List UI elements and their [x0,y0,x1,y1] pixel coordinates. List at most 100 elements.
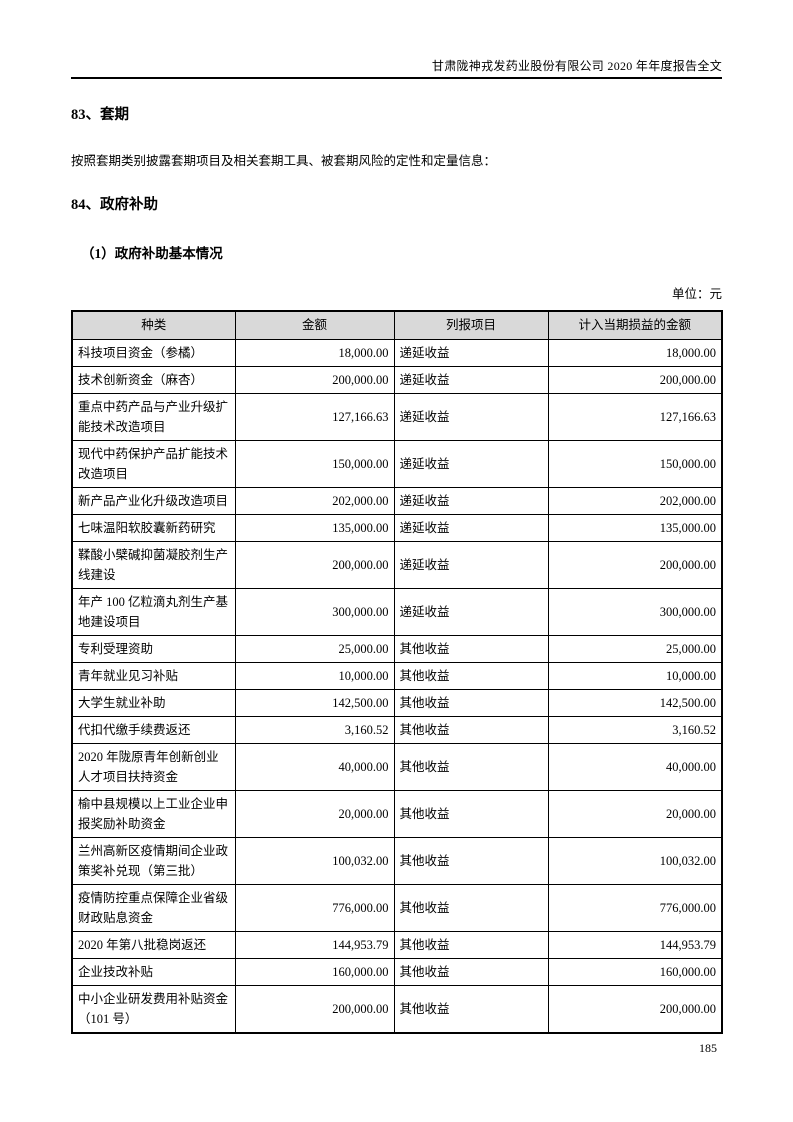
amount-cell: 776,000.00 [234,884,395,932]
table-row: 鞣酸小檗碱抑菌凝胶剂生产线建设 200,000.00 递延收益 200,000.00 [71,541,723,589]
table-row: 大学生就业补助 142,500.00 其他收益 142,500.00 [71,689,723,717]
type-cell: 疫情防控重点保障企业省级财政贴息资金 [71,884,236,932]
item-cell: 其他收益 [393,790,549,838]
pl-amount-cell: 10,000.00 [547,662,723,690]
amount-cell: 142,500.00 [234,689,395,717]
amount-cell: 100,032.00 [234,837,395,885]
document-header-title: 甘肃陇神戎发药业股份有限公司 2020 年年度报告全文 [71,0,722,79]
item-cell: 其他收益 [393,662,549,690]
pl-amount-cell: 127,166.63 [547,393,723,441]
table-row: 新产品产业化升级改造项目 202,000.00 递延收益 202,000.00 [71,487,723,515]
pl-amount-cell: 40,000.00 [547,743,723,791]
item-cell: 其他收益 [393,716,549,744]
pl-amount-cell: 135,000.00 [547,514,723,542]
pl-amount-cell: 3,160.52 [547,716,723,744]
type-cell: 中小企业研发费用补贴资金（101 号） [71,985,236,1034]
amount-cell: 18,000.00 [234,339,395,367]
table-row: 现代中药保护产品扩能技术改造项目 150,000.00 递延收益 150,000.00 [71,440,723,488]
table-row: 七味温阳软胶囊新药研究 135,000.00 递延收益 135,000.00 [71,514,723,542]
pl-amount-cell: 200,000.00 [547,541,723,589]
item-cell: 递延收益 [393,393,549,441]
type-cell: 2020 年第八批稳岗返还 [71,931,236,959]
item-cell: 递延收益 [393,366,549,394]
item-cell: 其他收益 [393,689,549,717]
section-83-body: 按照套期类别披露套期项目及相关套期工具、被套期风险的定性和定量信息： [71,154,497,168]
pl-amount-cell: 200,000.00 [547,985,723,1034]
section-83-title: 83、套期 [71,107,129,123]
type-cell: 代扣代缴手续费返还 [71,716,236,744]
table-row: 兰州高新区疫情期间企业政策奖补兑现（第三批） 100,032.00 其他收益 100,… [71,837,723,885]
type-cell: 科技项目资金（参橘） [71,339,236,367]
table-body: 科技项目资金（参橘） 18,000.00 递延收益 18,000.00 技术创新资金（麻… [71,339,723,1034]
table-row: 榆中县规模以上工业企业申报奖励补助资金 20,000.00 其他收益 20,000.0… [71,790,723,838]
type-cell: 企业技改补贴 [71,958,236,986]
type-cell: 重点中药产品与产业升级扩能技术改造项目 [71,393,236,441]
column-header: 金额 [234,310,395,340]
column-header: 列报项目 [393,310,549,340]
table-row: 技术创新资金（麻杏） 200,000.00 递延收益 200,000.00 [71,366,723,394]
table-row: 青年就业见习补贴 10,000.00 其他收益 10,000.00 [71,662,723,690]
type-cell: 专利受理资助 [71,635,236,663]
column-header: 计入当期损益的金额 [547,310,723,340]
table-row: 2020 年第八批稳岗返还 144,953.79 其他收益 144,953.79 [71,931,723,959]
pl-amount-cell: 202,000.00 [547,487,723,515]
type-cell: 大学生就业补助 [71,689,236,717]
amount-cell: 40,000.00 [234,743,395,791]
pl-amount-cell: 20,000.00 [547,790,723,838]
amount-cell: 150,000.00 [234,440,395,488]
page-number: 185 [699,1041,717,1055]
type-cell: 技术创新资金（麻杏） [71,366,236,394]
type-cell: 鞣酸小檗碱抑菌凝胶剂生产线建设 [71,541,236,589]
amount-cell: 144,953.79 [234,931,395,959]
type-cell: 兰州高新区疫情期间企业政策奖补兑现（第三批） [71,837,236,885]
table-row: 专利受理资助 25,000.00 其他收益 25,000.00 [71,635,723,663]
amount-cell: 200,000.00 [234,541,395,589]
amount-cell: 300,000.00 [234,588,395,636]
amount-cell: 127,166.63 [234,393,395,441]
section-84-title: 84、政府补助 [71,197,158,213]
pl-amount-cell: 300,000.00 [547,588,723,636]
item-cell: 递延收益 [393,339,549,367]
pl-amount-cell: 25,000.00 [547,635,723,663]
item-cell: 递延收益 [393,514,549,542]
item-cell: 其他收益 [393,635,549,663]
amount-cell: 200,000.00 [234,985,395,1034]
pl-amount-cell: 18,000.00 [547,339,723,367]
item-cell: 其他收益 [393,884,549,932]
type-cell: 2020 年陇原青年创新创业人才项目扶持资金 [71,743,236,791]
table-row: 2020 年陇原青年创新创业人才项目扶持资金 40,000.00 其他收益 40,00… [71,743,723,791]
amount-cell: 20,000.00 [234,790,395,838]
unit-note: 单位：元 [671,287,722,301]
column-header: 种类 [71,310,236,340]
amount-cell: 202,000.00 [234,487,395,515]
table-header-row: 种类 金额 列报项目 计入当期损益的金额 [71,310,723,340]
pl-amount-cell: 200,000.00 [547,366,723,394]
amount-cell: 200,000.00 [234,366,395,394]
amount-cell: 135,000.00 [234,514,395,542]
pl-amount-cell: 100,032.00 [547,837,723,885]
type-cell: 新产品产业化升级改造项目 [71,487,236,515]
table-row: 重点中药产品与产业升级扩能技术改造项目 127,166.63 递延收益 127,166… [71,393,723,441]
type-cell: 七味温阳软胶囊新药研究 [71,514,236,542]
pl-amount-cell: 150,000.00 [547,440,723,488]
subsidy-table: 种类 金额 列报项目 计入当期损益的金额 科技项目资金（参橘） 18,000.00 递延收… [71,310,723,1034]
type-cell: 青年就业见习补贴 [71,662,236,690]
table-row: 年产 100 亿粒滴丸剂生产基地建设项目 300,000.00 递延收益 300,00… [71,588,723,636]
item-cell: 其他收益 [393,985,549,1034]
type-cell: 榆中县规模以上工业企业申报奖励补助资金 [71,790,236,838]
amount-cell: 160,000.00 [234,958,395,986]
item-cell: 其他收益 [393,958,549,986]
item-cell: 递延收益 [393,440,549,488]
amount-cell: 3,160.52 [234,716,395,744]
pl-amount-cell: 142,500.00 [547,689,723,717]
table-row: 疫情防控重点保障企业省级财政贴息资金 776,000.00 其他收益 776,000.… [71,884,723,932]
table-row: 企业技改补贴 160,000.00 其他收益 160,000.00 [71,958,723,986]
item-cell: 递延收益 [393,487,549,515]
type-cell: 现代中药保护产品扩能技术改造项目 [71,440,236,488]
table-row: 代扣代缴手续费返还 3,160.52 其他收益 3,160.52 [71,716,723,744]
pl-amount-cell: 144,953.79 [547,931,723,959]
table-row: 中小企业研发费用补贴资金（101 号） 200,000.00 其他收益 200,000… [71,985,723,1034]
item-cell: 递延收益 [393,541,549,589]
pl-amount-cell: 160,000.00 [547,958,723,986]
